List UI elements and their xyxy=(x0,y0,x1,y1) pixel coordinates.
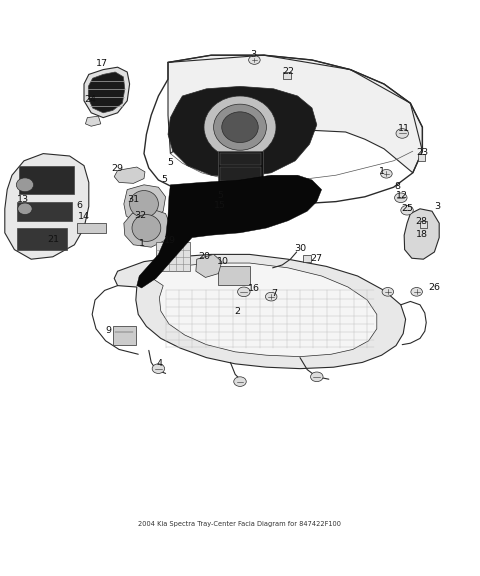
Ellipse shape xyxy=(249,56,260,65)
Polygon shape xyxy=(85,116,101,126)
Ellipse shape xyxy=(204,96,276,158)
Text: 2: 2 xyxy=(235,306,240,316)
Text: 22: 22 xyxy=(282,67,294,75)
Ellipse shape xyxy=(265,293,277,301)
Ellipse shape xyxy=(132,214,161,241)
Polygon shape xyxy=(19,166,74,195)
Ellipse shape xyxy=(214,104,266,150)
Bar xyxy=(283,73,291,79)
Bar xyxy=(420,221,427,228)
Bar xyxy=(418,154,425,161)
Polygon shape xyxy=(124,185,166,223)
Ellipse shape xyxy=(234,377,246,386)
Text: 18: 18 xyxy=(415,230,427,238)
Polygon shape xyxy=(114,255,406,369)
Ellipse shape xyxy=(222,112,258,143)
Ellipse shape xyxy=(401,206,413,215)
Text: 12: 12 xyxy=(396,191,408,200)
Bar xyxy=(113,327,136,344)
Polygon shape xyxy=(84,67,130,118)
Bar xyxy=(220,167,261,181)
Text: 6: 6 xyxy=(76,201,82,210)
Polygon shape xyxy=(88,72,125,113)
Polygon shape xyxy=(17,202,72,221)
Text: 25: 25 xyxy=(401,204,413,213)
Polygon shape xyxy=(5,154,89,259)
Text: 26: 26 xyxy=(429,283,441,291)
Text: 19: 19 xyxy=(164,237,176,245)
Text: 17: 17 xyxy=(96,59,108,68)
Text: 5: 5 xyxy=(217,191,223,200)
Ellipse shape xyxy=(152,364,165,373)
Text: 14: 14 xyxy=(78,213,90,221)
Ellipse shape xyxy=(238,287,250,297)
Text: 9: 9 xyxy=(105,326,111,335)
Polygon shape xyxy=(77,223,106,233)
Ellipse shape xyxy=(396,128,408,138)
Text: 4: 4 xyxy=(156,359,162,368)
Bar xyxy=(303,255,311,262)
Text: 11: 11 xyxy=(398,124,410,133)
Text: 10: 10 xyxy=(217,257,229,266)
Text: 3: 3 xyxy=(250,50,256,59)
Bar xyxy=(220,153,261,165)
Text: 30: 30 xyxy=(294,244,306,253)
Bar xyxy=(218,151,263,184)
Text: 1: 1 xyxy=(379,168,384,176)
Ellipse shape xyxy=(18,203,32,214)
Ellipse shape xyxy=(130,191,158,218)
Polygon shape xyxy=(114,167,145,183)
Text: 29: 29 xyxy=(111,165,124,173)
Polygon shape xyxy=(149,263,377,357)
Text: 27: 27 xyxy=(310,254,322,263)
Ellipse shape xyxy=(382,287,394,296)
Text: 20: 20 xyxy=(198,252,210,262)
Ellipse shape xyxy=(381,169,392,178)
Polygon shape xyxy=(404,209,439,259)
Polygon shape xyxy=(156,242,190,271)
Text: 8: 8 xyxy=(395,182,400,191)
Ellipse shape xyxy=(411,287,422,296)
Bar xyxy=(218,267,250,285)
Text: 15: 15 xyxy=(214,201,226,210)
Text: 24: 24 xyxy=(84,95,96,104)
Text: 1: 1 xyxy=(139,240,144,248)
Polygon shape xyxy=(137,175,322,288)
Text: 31: 31 xyxy=(127,195,140,204)
Text: 21: 21 xyxy=(48,234,60,244)
Text: 13: 13 xyxy=(17,195,29,204)
Text: 32: 32 xyxy=(134,211,146,219)
Ellipse shape xyxy=(395,193,407,203)
Text: 5: 5 xyxy=(168,158,173,166)
Polygon shape xyxy=(17,228,67,249)
Polygon shape xyxy=(196,255,222,278)
Text: 2004 Kia Spectra Tray-Center Facia Diagram for 847422F100: 2004 Kia Spectra Tray-Center Facia Diagr… xyxy=(139,521,341,527)
Text: 28: 28 xyxy=(415,217,427,226)
Polygon shape xyxy=(124,209,170,247)
Text: 23: 23 xyxy=(416,148,429,157)
Text: 7: 7 xyxy=(272,289,277,298)
Ellipse shape xyxy=(16,178,34,192)
Text: 5: 5 xyxy=(161,176,167,184)
Text: 16: 16 xyxy=(248,285,259,293)
Text: 3: 3 xyxy=(435,202,441,211)
Polygon shape xyxy=(168,86,317,177)
Ellipse shape xyxy=(311,372,323,382)
Polygon shape xyxy=(168,55,422,173)
